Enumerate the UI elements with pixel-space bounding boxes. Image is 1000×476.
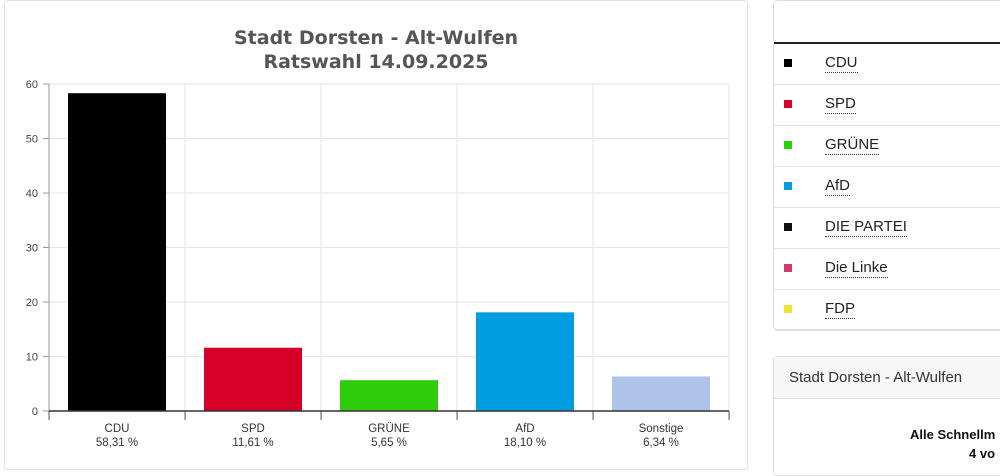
- legend-item[interactable]: SPD: [774, 85, 1000, 126]
- value-label: 5,65 %: [371, 437, 407, 449]
- legend-swatch: [784, 182, 792, 190]
- legend-label[interactable]: AfD: [825, 177, 851, 196]
- info-text-line1: Alle Schnellm: [910, 427, 996, 442]
- x-tick-label: Sonstige: [639, 423, 684, 435]
- x-tick-label: GRÜNE: [368, 423, 410, 435]
- info-header: Stadt Dorsten - Alt-Wulfen: [774, 357, 1000, 399]
- info-panel: Stadt Dorsten - Alt-Wulfen Alle Schnellm…: [773, 356, 1000, 476]
- legend-label[interactable]: DIE PARTEI: [825, 218, 907, 237]
- legend-label[interactable]: Die Linke: [825, 259, 888, 278]
- bar-grüne[interactable]: [340, 380, 438, 411]
- legend-swatch: [784, 141, 792, 149]
- legend-item[interactable]: AfD: [774, 167, 1000, 208]
- value-label: 11,61 %: [232, 437, 273, 449]
- value-label: 18,10 %: [504, 437, 546, 449]
- y-tick-label: 0: [32, 406, 38, 418]
- legend-label[interactable]: FDP: [825, 300, 855, 319]
- value-label: 6,34 %: [643, 437, 679, 449]
- legend-item[interactable]: FDP: [774, 290, 1000, 331]
- bar-spd[interactable]: [204, 347, 302, 411]
- y-tick-label: 50: [26, 134, 38, 146]
- bar-cdu[interactable]: [68, 93, 166, 411]
- chart-title: Stadt Dorsten - Alt-Wulfen: [233, 27, 518, 49]
- legend-header: [774, 1, 1000, 44]
- bar-chart: 0 10 20 30 40 50 60 CDU 58,31 % SPD 11,61 % GRÜNE 5,…: [26, 79, 730, 449]
- y-tick-label: 20: [26, 297, 38, 309]
- legend-item[interactable]: Die Linke: [774, 249, 1000, 290]
- legend-item[interactable]: GRÜNE: [774, 126, 1000, 167]
- legend-item[interactable]: CDU: [774, 44, 1000, 85]
- x-tick-label: AfD: [515, 423, 534, 435]
- y-tick-label: 10: [26, 352, 38, 364]
- value-label: 58,31 %: [96, 437, 138, 449]
- y-tick-label: 30: [26, 243, 38, 255]
- legend-swatch: [784, 59, 792, 67]
- legend-swatch: [784, 223, 792, 231]
- x-tick-label: SPD: [241, 423, 265, 435]
- legend-label[interactable]: GRÜNE: [825, 136, 880, 155]
- y-tick-label: 40: [26, 188, 38, 200]
- bars: [68, 93, 710, 411]
- legend-swatch: [784, 100, 792, 108]
- legend-item[interactable]: DIE PARTEI: [774, 208, 1000, 249]
- legend-swatch: [784, 264, 792, 272]
- legend-panel: CDU SPD GRÜNE AfD DIE PARTEI Die Linke FDP: [773, 0, 1000, 331]
- axes: 0 10 20 30 40 50 60 CDU 58,31 % SPD 11,61 % GRÜNE 5,…: [26, 79, 730, 449]
- y-tick-label: 60: [26, 79, 38, 91]
- bar-sonstige[interactable]: [612, 376, 710, 411]
- info-text-line2: 4 vo: [969, 446, 996, 461]
- x-tick-label: CDU: [105, 423, 130, 435]
- legend-swatch: [784, 305, 792, 313]
- chart-subtitle: Ratswahl 14.09.2025: [263, 51, 489, 73]
- info-title: Stadt Dorsten - Alt-Wulfen: [789, 369, 963, 386]
- legend-label[interactable]: SPD: [825, 95, 856, 114]
- legend-label[interactable]: CDU: [825, 54, 858, 73]
- bar-afd[interactable]: [476, 312, 574, 411]
